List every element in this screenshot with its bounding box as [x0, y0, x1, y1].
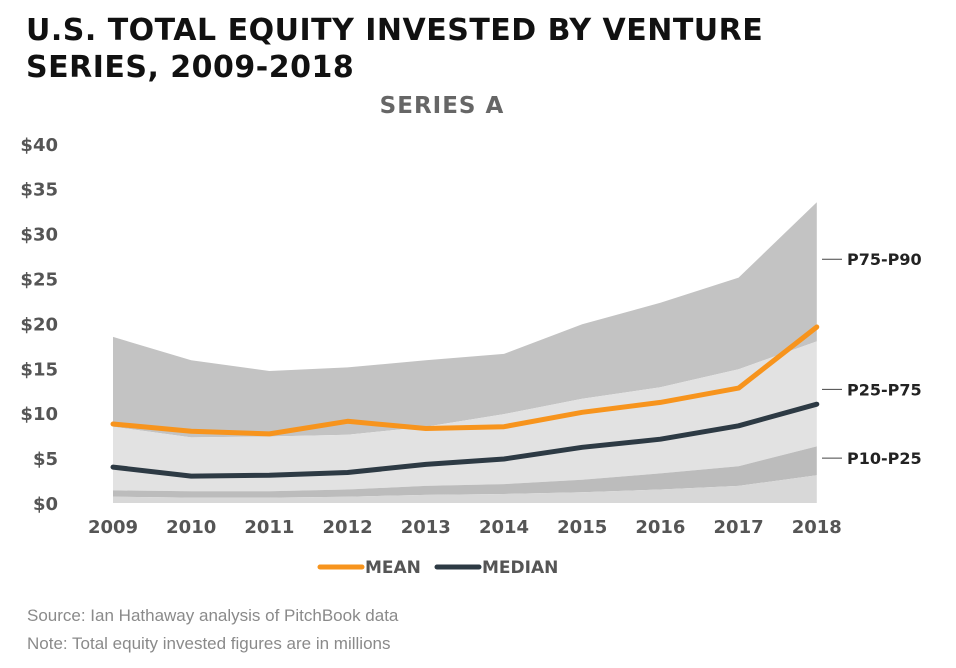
band-label: P75-P90: [847, 250, 922, 269]
x-tick-label: 2010: [166, 517, 216, 538]
band-label: P25-P75: [847, 380, 922, 399]
median-line: [110, 401, 820, 479]
legend-label: MEDIAN: [482, 558, 558, 578]
band-label: P10-P25: [847, 449, 922, 468]
y-tick-label: $15: [20, 359, 58, 380]
band-p75-p90: [113, 202, 817, 438]
mean-line: [110, 324, 820, 437]
band-p25-p75: [113, 341, 817, 492]
series-a-chart: SERIES A $0 $5 $10 $15 $20 $25 $30 $35 $40 2009 201…: [20, 93, 922, 578]
chart-subtitle: SERIES A: [380, 93, 505, 119]
y-tick-label: $30: [20, 225, 58, 246]
y-tick-label: $5: [33, 449, 58, 470]
x-tick-label: 2017: [714, 517, 764, 538]
title-line-1: U.S. TOTAL EQUITY INVESTED BY VENTURE: [26, 13, 764, 48]
x-tick-label: 2009: [88, 517, 138, 538]
x-tick-label: 2016: [635, 517, 685, 538]
y-tick-label: $10: [20, 404, 58, 425]
x-tick-label: 2013: [401, 517, 451, 538]
y-tick-label: $40: [20, 135, 58, 156]
source-note: Source: Ian Hathaway analysis of PitchBo…: [27, 606, 399, 625]
band-below-p10: [113, 475, 817, 503]
x-tick-label: 2015: [557, 517, 607, 538]
x-tick-label: 2014: [479, 517, 529, 538]
y-tick-label: $0: [33, 494, 58, 515]
footnotes: Source: Ian Hathaway analysis of PitchBo…: [27, 602, 398, 658]
title-line-2: SERIES, 2009-2018: [26, 50, 355, 85]
x-tick-label: 2018: [792, 517, 842, 538]
y-tick-label: $35: [20, 180, 58, 201]
band-p10-p25: [113, 446, 817, 498]
chart-title: U.S. TOTAL EQUITY INVESTED BY VENTURE SE…: [26, 12, 926, 86]
units-note: Note: Total equity invested figures are …: [27, 634, 391, 653]
x-tick-label: 2012: [323, 517, 373, 538]
x-tick-label: 2011: [244, 517, 294, 538]
y-tick-label: $20: [20, 314, 58, 335]
legend-label: MEAN: [365, 558, 421, 578]
y-tick-label: $25: [20, 270, 58, 291]
